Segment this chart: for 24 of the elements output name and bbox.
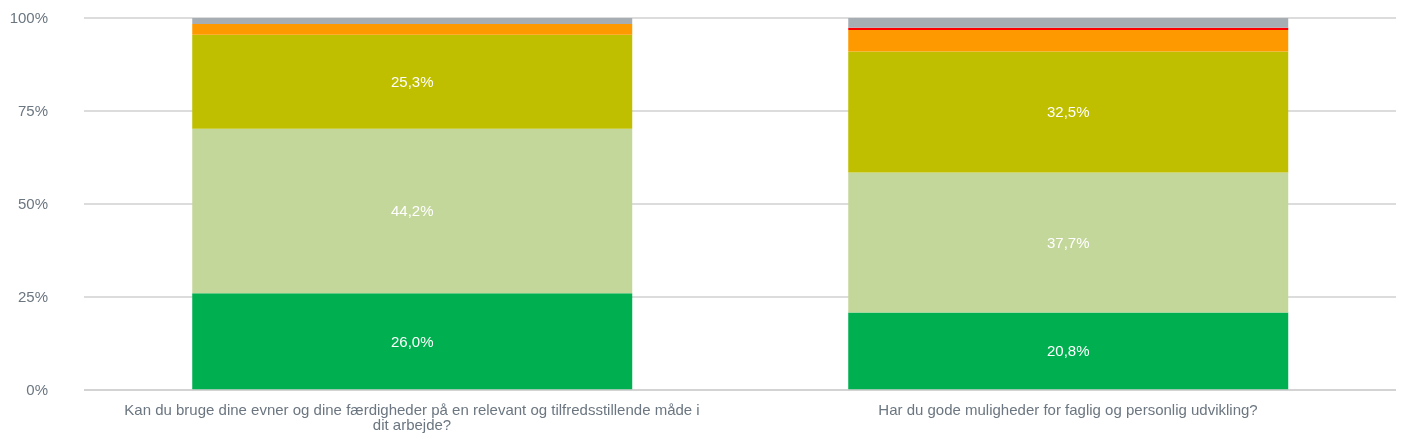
bar — [848, 312, 1289, 390]
bar — [848, 172, 1289, 313]
bar — [192, 293, 633, 390]
y-tick-label: 50% — [17, 195, 48, 213]
data-label: 26,0% — [390, 332, 434, 350]
y-tick-label: 100% — [9, 9, 48, 27]
x-tick-label: Kan du bruge dine evner og dine færdigheder på en relevant og tilfredsstillende måde i dit arbejde? — [124, 400, 700, 433]
y-tick-label: 75% — [17, 102, 48, 120]
y-tick-label: 25% — [17, 288, 48, 306]
bar — [192, 34, 633, 129]
y-tick-label: 0% — [26, 381, 48, 399]
bar — [192, 18, 633, 24]
data-label: 44,2% — [390, 202, 434, 220]
bar — [848, 51, 1289, 173]
bar — [192, 128, 633, 294]
data-label: 32,5% — [1046, 102, 1090, 120]
bar — [848, 27, 1289, 30]
bar — [848, 18, 1289, 28]
bar — [848, 29, 1289, 52]
x-tick-label: Har du gode muligheder for faglig og personlig udvikling? — [878, 400, 1258, 418]
bar — [192, 23, 633, 35]
data-label: 37,7% — [1046, 233, 1090, 251]
data-label: 25,3% — [390, 72, 434, 90]
data-label: 20,8% — [1046, 342, 1090, 360]
